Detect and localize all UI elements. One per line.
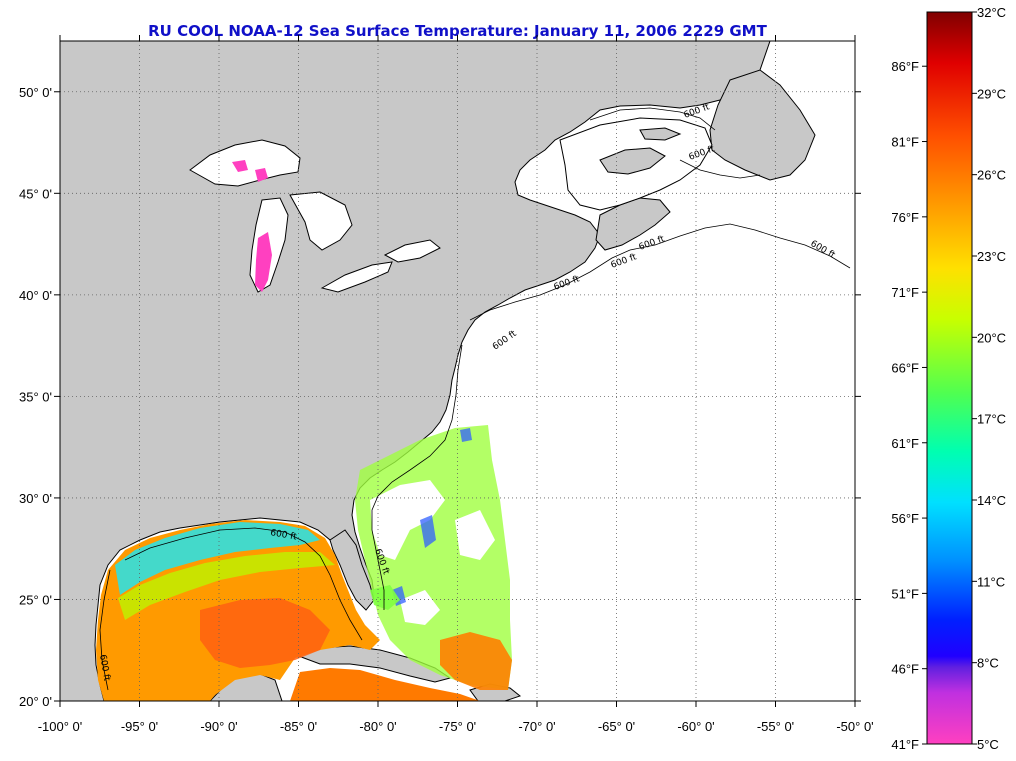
colorbar-ticks: 32°C 29°C 26°C 23°C 20°C 17°C 14°C 11°C 8°C 5°C 86… [891,5,1006,752]
colorbar-celsius-label: 5°C [977,737,999,752]
colorbar-celsius-label: 32°C [977,5,1006,20]
colorbar-fahrenheit-label: 51°F [891,586,919,601]
lon-tick-label: -80° 0' [359,719,396,734]
lon-tick-label: -95° 0' [121,719,158,734]
lat-tick-label: 50° 0' [19,85,52,100]
sst-atlantic-blue-spots [392,428,472,606]
lake-huron [289,191,353,251]
colorbar-fahrenheit-label: 86°F [891,59,919,74]
colorbar-fahrenheit-label: 66°F [891,360,919,375]
lat-tick-label: 20° 0' [19,694,52,709]
colorbar-celsius-label: 23°C [977,249,1006,264]
depth-contour-label: 600 ft [97,654,112,682]
colorbar-celsius-label: 26°C [977,168,1006,183]
colorbar-fahrenheit-label: 46°F [891,662,919,677]
map-title: RU COOL NOAA-12 Sea Surface Temperature:… [148,22,767,40]
sst-gulf-green-band [118,552,335,620]
lon-tick-label: -65° 0' [598,719,635,734]
sst-gulf-northern-band [115,522,320,595]
colorbar-celsius-label: 17°C [977,412,1006,427]
colorbar-fahrenheit-label: 41°F [891,737,919,752]
colorbar [926,11,973,745]
colorbar-celsius-label: 8°C [977,656,999,671]
land-newfoundland [709,69,816,181]
lat-tick-label: 45° 0' [19,186,52,201]
land-north-america [60,41,771,701]
colorbar-celsius-label: 29°C [977,86,1006,101]
colorbar-fahrenheit-label: 81°F [891,135,919,150]
land-gaspe [599,147,666,175]
sst-atlantic-cloud-gaps [370,480,495,625]
lon-tick-label: -90° 0' [200,719,237,734]
land-anticosti [639,127,682,141]
colorbar-celsius-label: 20°C [977,330,1006,345]
map-grid [60,41,855,701]
lon-tick-label: -55° 0' [757,719,794,734]
colorbar-fahrenheit-label: 71°F [891,285,919,300]
lon-tick-label: -75° 0' [439,719,476,734]
lon-tick-label: -60° 0' [677,719,714,734]
depth-contours-600ft [99,107,851,691]
lon-tick-label: -85° 0' [280,719,317,734]
lake-michigan-cold-patch [255,232,272,292]
lat-tick-label: 40° 0' [19,288,52,303]
lake-erie [320,261,393,293]
land-florida [329,529,375,611]
lon-tick-label: -100° 0' [38,719,83,734]
colorbar-fahrenheit-label: 56°F [891,511,919,526]
lat-tick-label: 30° 0' [19,491,52,506]
sst-keys-green [370,585,400,610]
lon-tick-label: -50° 0' [836,719,873,734]
colorbar-celsius-label: 14°C [977,493,1006,508]
colorbar-fahrenheit-label: 61°F [891,436,919,451]
colorbar-celsius-label: 11°C [977,574,1005,589]
lake-ontario [383,239,441,263]
sst-atlantic-warm-south [440,632,512,690]
sst-gulf-warm-core [200,598,330,668]
lon-tick-label: -70° 0' [518,719,555,734]
colorbar-fahrenheit-label: 76°F [891,210,919,225]
lat-tick-label: 35° 0' [19,389,52,404]
lat-tick-label: 25° 0' [19,592,52,607]
sst-caribbean [290,668,480,701]
map-axes: -100° 0' -95° 0' -90° 0' -85° 0' -80° 0' -75°… [19,35,874,734]
lake-superior-cold-patch [232,160,268,182]
depth-contour-label: 600 ft [269,528,297,543]
